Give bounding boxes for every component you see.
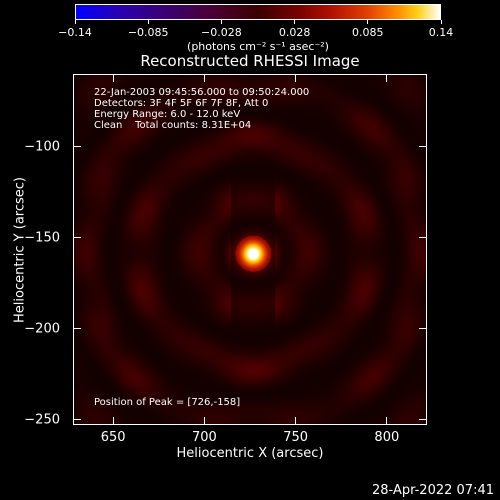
y-tick-mark xyxy=(73,328,81,330)
colorbar-tick-label: −0.028 xyxy=(201,26,242,39)
chart-title: Reconstructed RHESSI Image xyxy=(140,52,360,70)
colorbar-tick xyxy=(220,20,222,24)
y-tick-mark xyxy=(419,146,427,148)
x-tick-mark xyxy=(112,74,114,82)
annotation-peak-position: Position of Peak = [726,-158] xyxy=(94,397,241,408)
y-axis-label: Heliocentric Y (arcsec) xyxy=(12,177,28,323)
x-tick-label: 650 xyxy=(100,430,126,445)
annotation-energy: Energy Range: 6.0 - 12.0 keV xyxy=(94,109,241,120)
y-tick-mark xyxy=(73,237,81,239)
x-tick-mark xyxy=(112,417,114,425)
x-tick-label: 800 xyxy=(374,430,400,445)
x-tick-mark xyxy=(295,417,297,425)
colorbar-tick xyxy=(367,20,369,24)
x-tick-mark xyxy=(386,417,388,425)
colorbar-tick-label: 0.085 xyxy=(352,26,384,39)
y-tick-mark xyxy=(419,419,427,421)
y-tick-label: −150 xyxy=(24,230,60,246)
colorbar-tick-label: 0.028 xyxy=(278,26,311,39)
x-tick-label: 700 xyxy=(191,430,217,445)
y-tick-label: −250 xyxy=(24,412,60,428)
x-tick-mark xyxy=(203,74,205,82)
colorbar-tick xyxy=(74,20,76,24)
y-tick-label: −100 xyxy=(24,139,60,155)
x-tick-label: 750 xyxy=(283,430,309,445)
colorbar-tick-label: 0.14 xyxy=(428,26,454,39)
y-tick-mark xyxy=(419,237,427,239)
x-tick-mark xyxy=(386,74,388,82)
x-axis-label: Heliocentric X (arcsec) xyxy=(176,446,324,461)
colorbar-tick xyxy=(440,20,442,24)
annotation-detectors: Detectors: 3F 4F 5F 6F 7F 8F, Att 0 xyxy=(94,98,269,109)
colorbar-tick-label: −0.14 xyxy=(58,26,92,39)
plot-area: 22-Jan-2003 09:45:56.000 to 09:50:24.000… xyxy=(73,74,427,425)
colorbar-tick xyxy=(147,20,149,24)
x-tick-mark xyxy=(203,417,205,425)
y-tick-mark xyxy=(73,146,81,148)
heatmap-image xyxy=(74,75,426,424)
y-tick-mark xyxy=(73,419,81,421)
timestamp: 28-Apr-2022 07:41 xyxy=(372,483,494,498)
colorbar-tick-label: −0.085 xyxy=(127,26,169,39)
y-tick-mark xyxy=(419,328,427,330)
y-tick-label: −200 xyxy=(24,321,60,337)
annotation-method: Clean Total counts: 8.31E+04 xyxy=(94,120,252,131)
colorbar xyxy=(75,4,441,20)
colorbar-units: (photons cm⁻² s⁻¹ asec⁻²) xyxy=(187,40,329,53)
x-tick-mark xyxy=(295,74,297,82)
colorbar-tick xyxy=(294,20,296,24)
annotation-time-range: 22-Jan-2003 09:45:56.000 to 09:50:24.000 xyxy=(94,87,310,98)
